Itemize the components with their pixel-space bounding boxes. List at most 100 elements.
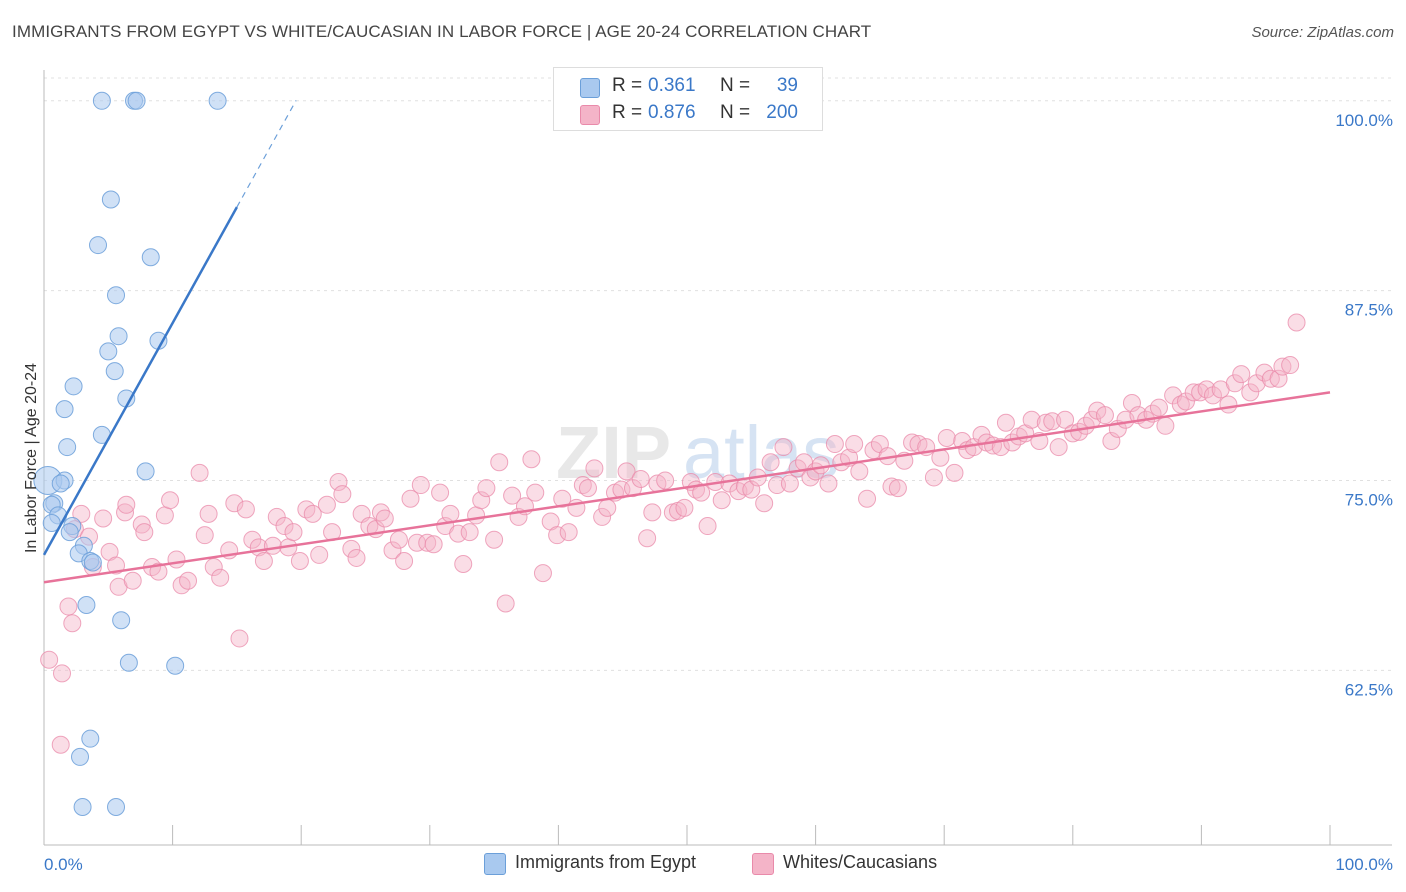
data-point-whites bbox=[1269, 369, 1288, 388]
data-point-whites bbox=[195, 526, 214, 545]
data-point-whites bbox=[761, 453, 780, 472]
data-point-whites bbox=[263, 536, 282, 555]
data-point-whites bbox=[845, 435, 864, 454]
data-point-whites bbox=[383, 541, 402, 560]
data-point-whites bbox=[123, 571, 142, 590]
data-point-whites bbox=[825, 435, 844, 454]
data-point-whites bbox=[526, 483, 545, 502]
data-point-whites bbox=[431, 483, 450, 502]
data-point-egypt bbox=[71, 747, 90, 766]
data-point-whites bbox=[631, 469, 650, 488]
data-point-whites bbox=[548, 526, 567, 545]
data-point-egypt bbox=[99, 342, 118, 361]
data-point-whites bbox=[63, 614, 82, 633]
data-point-whites bbox=[59, 597, 78, 616]
data-point-whites bbox=[811, 456, 830, 475]
stats-row-whites: R = 0.876 N = 200 bbox=[554, 102, 822, 128]
data-point-whites bbox=[924, 468, 943, 487]
data-point-whites bbox=[477, 479, 496, 498]
data-point-egypt bbox=[208, 91, 227, 110]
x-tick-label: 0.0% bbox=[44, 855, 83, 874]
data-point-whites bbox=[40, 650, 59, 669]
data-point-whites bbox=[94, 509, 113, 528]
data-point-whites bbox=[225, 494, 244, 513]
r-label: R = bbox=[612, 75, 643, 96]
data-point-whites bbox=[342, 539, 361, 558]
data-point-whites bbox=[780, 474, 799, 493]
data-point-whites bbox=[729, 482, 748, 501]
data-point-whites bbox=[578, 479, 597, 498]
data-point-whites bbox=[496, 594, 515, 613]
x-tick-label: 100.0% bbox=[1335, 855, 1393, 874]
data-point-egypt bbox=[92, 91, 111, 110]
chart-title: IMMIGRANTS FROM EGYPT VS WHITE/CAUCASIAN… bbox=[12, 22, 872, 41]
data-point-egypt bbox=[77, 596, 96, 615]
data-point-whites bbox=[937, 428, 956, 447]
data-point-whites bbox=[1056, 410, 1075, 429]
data-point-whites bbox=[755, 494, 774, 513]
data-point-whites bbox=[155, 506, 174, 525]
data-point-whites bbox=[1156, 416, 1175, 435]
data-point-whites bbox=[467, 506, 486, 525]
data-point-whites bbox=[882, 477, 901, 496]
data-point-whites bbox=[598, 498, 617, 517]
data-point-whites bbox=[72, 504, 91, 523]
stats-swatch-egypt bbox=[580, 78, 600, 98]
data-point-whites bbox=[132, 515, 151, 534]
data-point-whites bbox=[1176, 392, 1195, 411]
data-point-whites bbox=[460, 523, 479, 542]
data-point-whites bbox=[418, 533, 437, 552]
stats-swatch-whites bbox=[580, 105, 600, 125]
data-point-whites bbox=[559, 523, 578, 542]
trend-line-egypt-extension bbox=[236, 100, 297, 208]
data-point-whites bbox=[199, 504, 218, 523]
y-tick-label: 75.0% bbox=[1345, 490, 1393, 509]
r-value: 0.361 bbox=[648, 75, 696, 96]
data-point-egypt bbox=[107, 798, 126, 817]
series-immigrants-from-egypt bbox=[33, 91, 227, 817]
data-point-whites bbox=[485, 530, 504, 549]
data-point-egypt bbox=[51, 474, 70, 493]
legend-label-egypt: Immigrants from Egypt bbox=[515, 852, 697, 872]
data-point-whites bbox=[116, 503, 135, 522]
data-point-whites bbox=[395, 551, 414, 570]
data-point-whites bbox=[1261, 369, 1280, 388]
data-point-whites bbox=[1036, 413, 1055, 432]
data-point-egypt bbox=[107, 286, 126, 305]
axes bbox=[43, 70, 1392, 846]
data-point-egypt bbox=[136, 462, 155, 481]
data-point-whites bbox=[53, 664, 72, 683]
trend-lines bbox=[42, 100, 1331, 584]
legend-label-whites: Whites/Caucasians bbox=[783, 852, 938, 872]
data-point-whites bbox=[190, 463, 209, 482]
data-point-whites bbox=[1219, 395, 1238, 414]
data-point-whites bbox=[533, 564, 552, 583]
data-point-whites bbox=[1287, 313, 1306, 332]
data-point-egypt bbox=[73, 798, 92, 817]
data-point-whites bbox=[774, 438, 793, 457]
data-point-whites bbox=[675, 498, 694, 517]
n-value: 39 bbox=[776, 75, 798, 96]
data-point-egypt bbox=[141, 248, 160, 267]
data-point-whites bbox=[424, 535, 443, 554]
data-point-whites bbox=[297, 500, 316, 519]
data-point-whites bbox=[161, 491, 180, 510]
data-point-egypt bbox=[119, 653, 138, 672]
stats-row-egypt: R = 0.361 N = 39 bbox=[554, 75, 822, 101]
data-point-whites bbox=[179, 571, 198, 590]
data-point-whites bbox=[1241, 383, 1260, 402]
data-point-whites bbox=[167, 550, 186, 569]
data-point-whites bbox=[768, 476, 787, 495]
data-point-whites bbox=[490, 453, 509, 472]
data-point-whites bbox=[698, 517, 717, 536]
data-point-egypt bbox=[109, 327, 128, 346]
y-axis-label: In Labor Force | Age 20-24 bbox=[23, 362, 40, 554]
data-point-whites bbox=[638, 529, 657, 548]
data-point-egypt bbox=[58, 438, 77, 457]
data-point-whites bbox=[1149, 398, 1168, 417]
data-point-whites bbox=[275, 517, 294, 536]
data-point-whites bbox=[401, 489, 420, 508]
stats-box: R = 0.361 N = 39 R = 0.876 N = 200 bbox=[553, 67, 823, 131]
data-point-whites bbox=[643, 503, 662, 522]
